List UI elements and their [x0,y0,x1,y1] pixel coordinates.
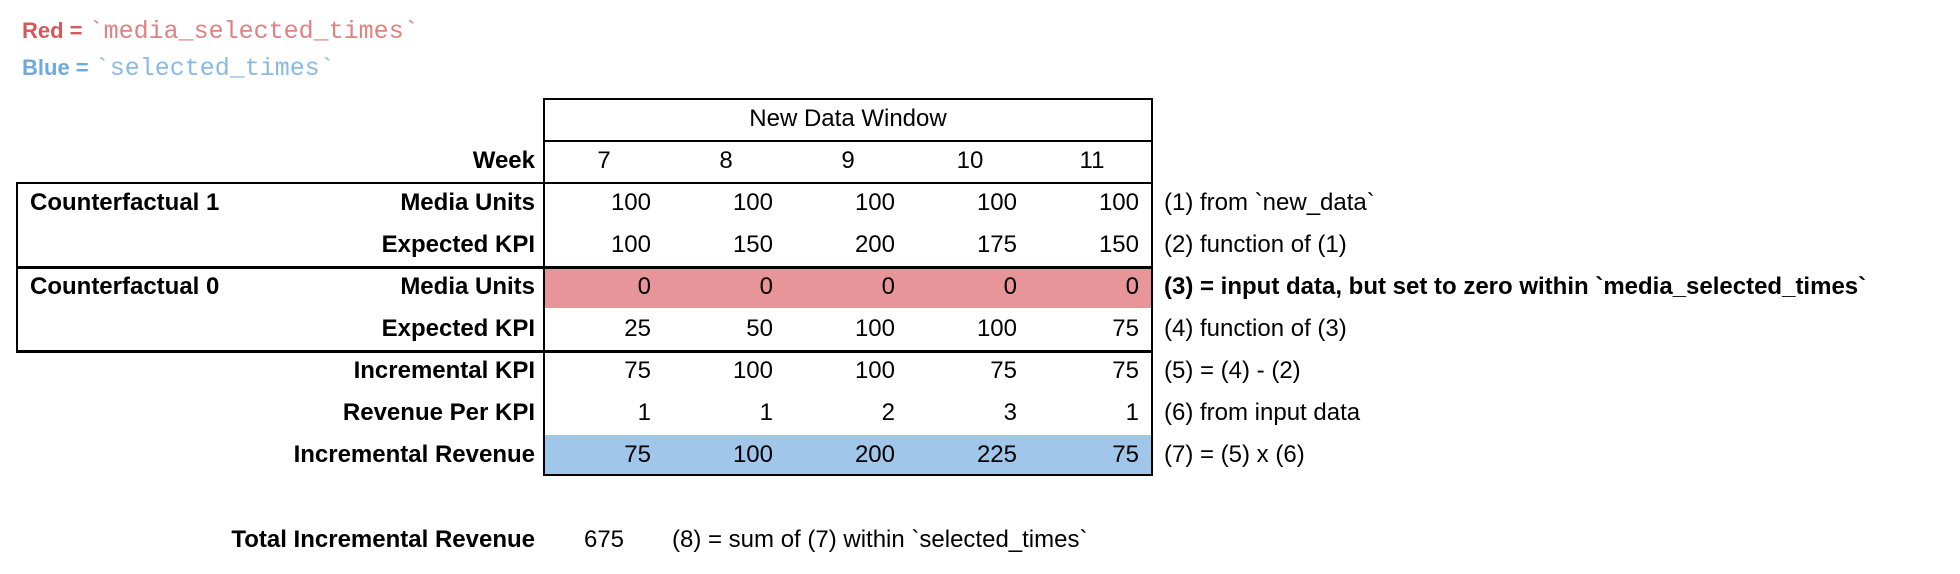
new-data-window-header: New Data Window [749,105,947,132]
border-counterfactual0-bottom [16,350,1153,353]
week-row: Week 7 8 9 10 11 [16,140,1153,182]
legend-red-prefix: Red = [22,18,89,43]
table-cell: 100 [732,357,773,384]
row-label: Revenue Per KPI [342,399,535,426]
legend-blue-code: `selected_times` [94,54,335,83]
border-under-week-row [16,182,1153,184]
border-data-left [543,98,545,476]
table-cell: 1 [637,399,651,426]
table-cell: 2 [881,399,895,426]
table-cell: 100 [854,189,895,216]
week-value: 7 [597,147,611,174]
week-value: 10 [956,147,984,174]
border-top [543,98,1153,100]
row-label: Media Units [400,189,535,216]
row-annotation: (7) = (5) x (6) [1164,441,1305,468]
table-cell: 100 [610,231,651,258]
row-annotation: (5) = (4) - (2) [1164,357,1301,384]
table-cell: 100 [732,441,773,468]
table-cell: 200 [854,231,895,258]
table-cell: 1 [759,399,773,426]
row-annotation: (1) from `new_data` [1164,189,1375,216]
table-cell: 75 [624,441,651,468]
border-counterfactual-divider [16,266,1153,269]
table-cell: 0 [1003,273,1017,300]
row-annotation: (6) from input data [1164,399,1361,426]
color-legend: Red = `media_selected_times` Blue = `sel… [22,12,419,86]
table-cell: 0 [637,273,651,300]
border-under-window-header [543,140,1153,142]
table-cell: 1 [1125,399,1139,426]
table-row-incremental-revenue: Incremental Revenue 75 100 200 225 75 (7… [16,434,1305,476]
table-cell: 100 [1098,189,1139,216]
table-cell: 50 [746,315,773,342]
total-label: Total Incremental Revenue [231,526,535,553]
table-cell: 150 [1098,231,1139,258]
table-row-media-units-cf0: Counterfactual 0 Media Units 0 0 0 0 0 (… [16,266,1866,308]
table-cell: 100 [610,189,651,216]
table-cell: 100 [976,315,1017,342]
table-cell: 75 [624,357,651,384]
group-label-counterfactual-0: Counterfactual 0 [30,273,220,300]
row-label: Expected KPI [381,315,535,342]
week-value: 9 [841,147,855,174]
row-annotation: (4) function of (3) [1164,315,1347,342]
legend-red-line: Red = `media_selected_times` [22,12,419,49]
table-cell: 75 [1112,315,1139,342]
total-annotation: (8) = sum of (7) within `selected_times` [672,526,1088,553]
table-row-expected-kpi-cf0: Expected KPI 25 50 100 100 75 (4) functi… [16,308,1347,350]
row-label: Incremental KPI [353,357,535,384]
row-label: Incremental Revenue [293,441,535,468]
row-label: Expected KPI [381,231,535,258]
selected-times-blue-highlight [545,435,1151,474]
table-row-revenue-per-kpi: Revenue Per KPI 1 1 2 3 1 (6) from input… [16,392,1360,434]
table-cell: 3 [1003,399,1017,426]
total-incremental-revenue-row: Total Incremental Revenue 675 (8) = sum … [16,519,1087,561]
table-cell: 100 [732,189,773,216]
border-label-left [16,182,18,353]
week-value: 8 [719,147,733,174]
legend-red-code: `media_selected_times` [88,17,419,46]
table-row-incremental-kpi: Incremental KPI 75 100 100 75 75 (5) = (… [16,350,1301,392]
table-cell: 100 [854,357,895,384]
legend-blue-line: Blue = `selected_times` [22,49,419,86]
table-cell: 200 [854,441,895,468]
row-annotation: (3) = input data, but set to zero within… [1164,273,1867,300]
table-cell: 75 [990,357,1017,384]
border-data-right [1151,98,1153,476]
media-selected-times-red-highlight [545,269,1151,308]
table-cell: 25 [624,315,651,342]
table-cell: 100 [976,189,1017,216]
table-cell: 75 [1112,441,1139,468]
total-value: 675 [583,526,625,553]
table-cell: 225 [976,441,1017,468]
table-cell: 0 [881,273,895,300]
week-row-label: Week [472,147,535,174]
table-row-expected-kpi-cf1: Expected KPI 100 150 200 175 150 (2) fun… [16,224,1347,266]
border-bottom [543,474,1153,476]
legend-blue-prefix: Blue = [22,55,95,80]
table-cell: 100 [854,315,895,342]
table-cell: 175 [976,231,1017,258]
table-cell: 75 [1112,357,1139,384]
row-annotation: (2) function of (1) [1164,231,1347,258]
table-cell: 0 [1125,273,1139,300]
table-cell: 150 [732,231,773,258]
row-label: Media Units [400,273,535,300]
table-row-media-units-cf1: Counterfactual 1 Media Units 100 100 100… [16,182,1375,224]
group-label-counterfactual-1: Counterfactual 1 [30,189,220,216]
week-value: 11 [1079,147,1105,174]
table-cell: 0 [759,273,773,300]
